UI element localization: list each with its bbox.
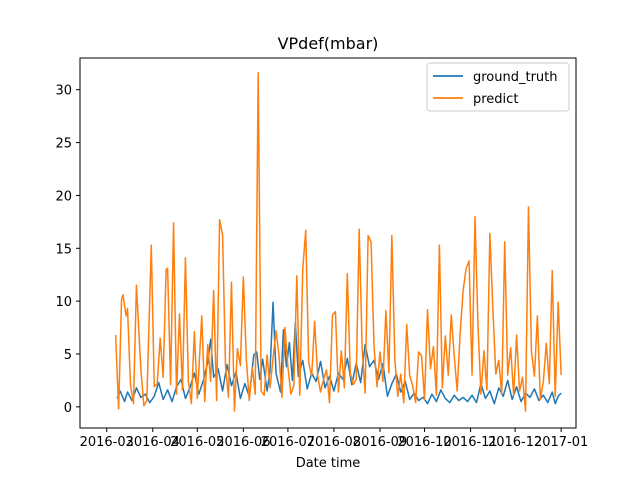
x-axis: 2016-032016-042016-052016-062016-072016-…	[80, 428, 588, 450]
plot-frame	[79, 57, 577, 429]
x-tick-label: 2016-10	[397, 435, 451, 450]
y-tick-label: 0	[64, 401, 72, 416]
y-tick-label: 20	[55, 189, 72, 204]
x-tick-label: 2016-04	[126, 435, 180, 450]
legend-label-ground-truth: ground_truth	[473, 70, 558, 85]
y-tick-label: 30	[55, 84, 72, 99]
series-line-predict	[114, 72, 562, 412]
x-tick-label: 2016-11	[443, 435, 497, 450]
x-tick-label: 2016-12	[488, 435, 542, 450]
x-tick-label: 2016-09	[353, 435, 407, 450]
chart-title: VPdef(mbar)	[278, 34, 379, 53]
x-tick-label: 2016-03	[80, 435, 134, 450]
y-tick-label: 15	[55, 242, 72, 257]
x-axis-label: Date time	[296, 456, 361, 471]
y-axis: 0 5 10 15 20 25 30	[55, 84, 80, 416]
x-tick-label: 2016-06	[216, 435, 270, 450]
y-tick-label: 10	[55, 295, 72, 310]
y-tick-label: 5	[64, 348, 72, 363]
x-tick-label: 2016-07	[261, 435, 315, 450]
legend-box	[426, 62, 570, 112]
x-tick-label: 2016-08	[307, 435, 361, 450]
legend-label-predict: predict	[473, 92, 518, 107]
y-tick-label: 25	[55, 137, 72, 152]
series-layer	[114, 72, 562, 412]
x-tick-label: 2016-05	[170, 435, 224, 450]
x-tick-label: 2017-01	[534, 435, 588, 450]
